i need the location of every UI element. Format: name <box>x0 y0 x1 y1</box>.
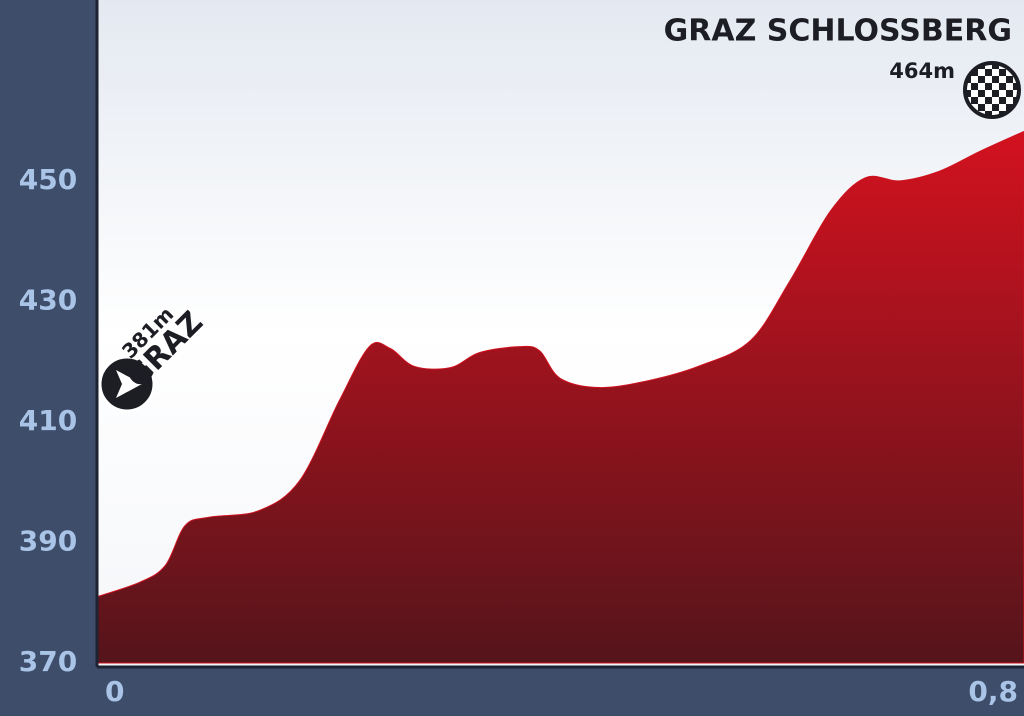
y-tick-label: 450 <box>19 163 77 196</box>
x-tick-label: 0,8 <box>968 675 1018 708</box>
finish-marker: GRAZ SCHLOSSBERG 464m <box>664 14 1021 119</box>
y-tick-label: 390 <box>19 524 77 557</box>
x-axis-panel <box>0 667 1024 716</box>
y-tick-label: 430 <box>19 283 77 316</box>
finish-icon <box>963 61 1021 119</box>
start-arrow <box>116 370 142 398</box>
y-axis-panel <box>0 0 97 716</box>
finish-name: GRAZ SCHLOSSBERG <box>664 14 1012 49</box>
finish-elevation: 464m <box>889 59 955 83</box>
y-tick-label: 370 <box>19 645 77 678</box>
y-tick-label: 410 <box>19 404 77 437</box>
x-tick-label: 0 <box>105 675 124 708</box>
elevation-area <box>96 130 1024 664</box>
